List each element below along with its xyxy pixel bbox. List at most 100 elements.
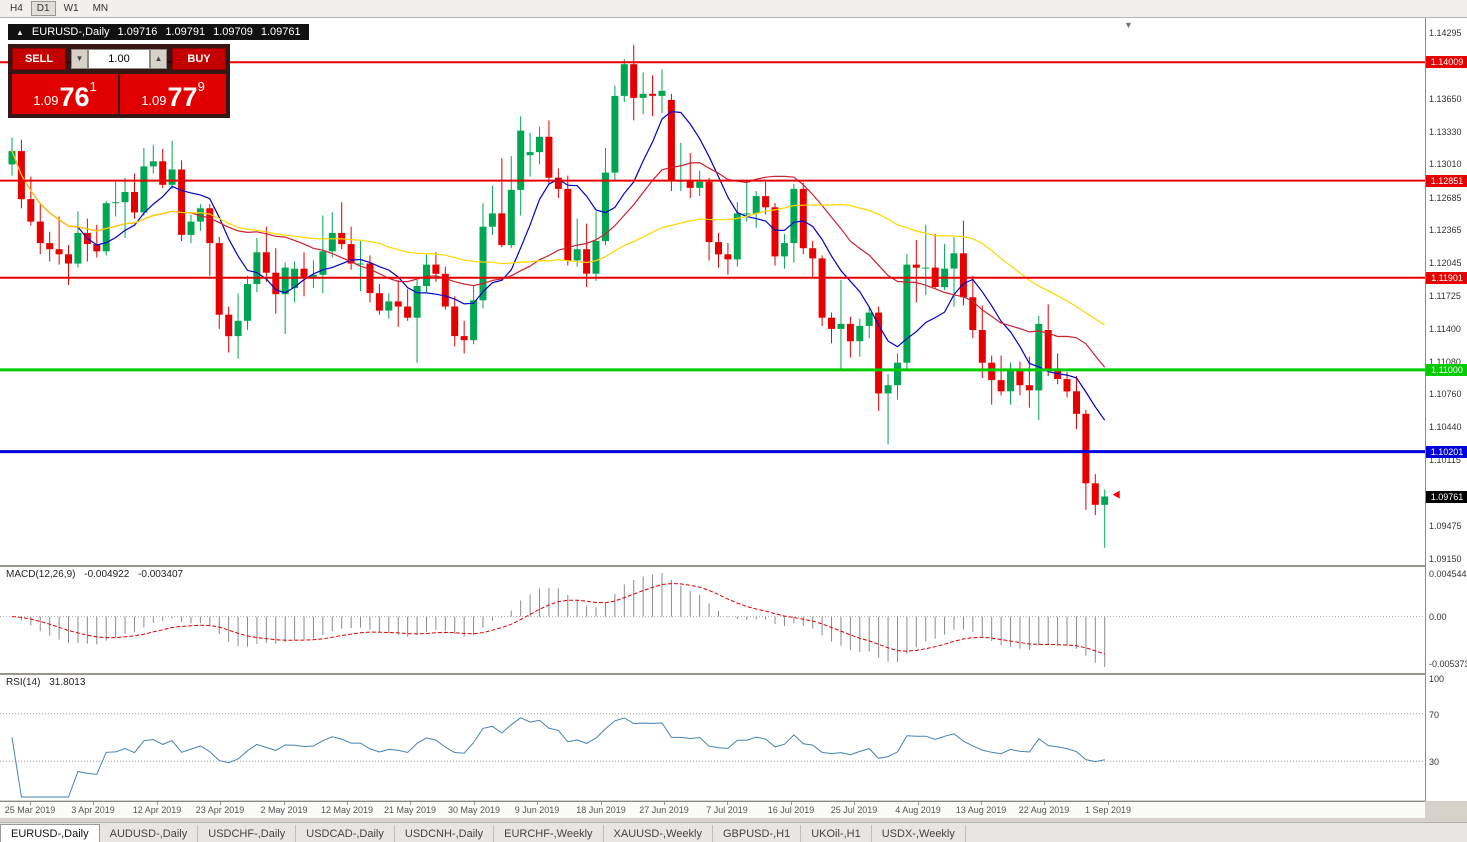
date-label: 2 May 2019 (260, 805, 308, 815)
price-tick-label: 1.12685 (1429, 193, 1462, 203)
price-tick-label: 1.10440 (1429, 422, 1462, 432)
date-tick (981, 802, 982, 805)
price-tick-label: 1.11725 (1429, 291, 1461, 301)
date-tick (854, 802, 855, 805)
candles-layer (8, 44, 1109, 548)
timeframe-button-w1[interactable]: W1 (57, 1, 85, 16)
timeframe-button-mn[interactable]: MN (86, 1, 115, 16)
price-tick-label: 1.11080 (1429, 357, 1461, 367)
rsi-line (11, 717, 1105, 798)
price-tick-label: 1.10760 (1429, 389, 1462, 399)
date-label: 12 May 2019 (320, 805, 374, 815)
ask-price-pips: 77 (167, 82, 198, 112)
timeframe-button-h4[interactable]: H4 (4, 1, 29, 16)
date-tick (664, 802, 665, 805)
date-tick (918, 802, 919, 805)
rsi-pane[interactable]: RSI(14) 31.8013 (0, 675, 1425, 800)
date-label: 1 Sep 2019 (1084, 805, 1132, 815)
bid-price-point: 1 (89, 79, 97, 94)
rsi-value: 31.8013 (49, 677, 86, 688)
chart-tab-xauusd-weekly[interactable]: XAUUSD-,Weekly (604, 825, 713, 842)
moving-average-20 (11, 150, 1106, 368)
ask-price-tile[interactable]: 1.09 77 9 (120, 74, 226, 114)
date-tick (284, 802, 285, 805)
price-tick-label: 1.13650 (1429, 94, 1462, 104)
macd-axis-label: 0.00 (1429, 612, 1447, 622)
date-label: 9 Jun 2019 (514, 805, 560, 815)
price-tick-label: 1.12365 (1429, 225, 1462, 235)
hline-price-label: 1.11901 (1426, 272, 1467, 284)
ohlc-close: 1.09761 (260, 26, 301, 38)
chart-shift-marker-icon[interactable]: ▼ (1124, 20, 1133, 30)
volume-input[interactable] (88, 49, 150, 69)
ohlc-high: 1.09791 (165, 26, 206, 38)
macd-canvas[interactable] (0, 567, 1425, 673)
macd-pane[interactable]: MACD(12,26,9) -0.004922 -0.003407 (0, 567, 1425, 673)
rsi-axis-label: 100 (1429, 674, 1445, 684)
date-label: 12 Apr 2019 (132, 805, 182, 815)
date-tick (727, 802, 728, 805)
chart-info-bar: ▲ EURUSD-,Daily 1.09716 1.09791 1.09709 … (8, 24, 309, 40)
sell-button[interactable]: SELL (12, 48, 66, 70)
date-tick (410, 802, 411, 805)
timeframe-button-d1[interactable]: D1 (30, 1, 56, 16)
date-label: 3 Apr 2019 (71, 805, 115, 815)
macd-label: MACD(12,26,9) -0.004922 -0.003407 (6, 569, 189, 580)
bid-price-tile[interactable]: 1.09 76 1 (12, 74, 118, 114)
date-tick (157, 802, 158, 805)
macd-axis-label: -0.0053733 (1429, 659, 1467, 669)
timeframe-toolbar: H4 D1 W1 MN (0, 0, 1467, 18)
date-label: 4 Aug 2019 (895, 805, 941, 815)
date-tick (537, 802, 538, 805)
date-label: 25 Jul 2019 (830, 805, 878, 815)
date-tick (1108, 802, 1109, 805)
rsi-canvas[interactable] (0, 675, 1425, 800)
ask-tick-marker (1112, 490, 1120, 499)
price-tick-label: 1.14295 (1429, 28, 1462, 38)
chart-tab-audusd-daily[interactable]: AUDUSD-,Daily (100, 825, 199, 842)
rsi-label: RSI(14) 31.8013 (6, 677, 91, 688)
pane-splitter[interactable] (0, 673, 1467, 675)
volume-decrease-button[interactable]: ▼ (71, 49, 88, 69)
hline-price-label: 1.12851 (1426, 175, 1467, 187)
date-label: 16 Jul 2019 (767, 805, 815, 815)
macd-name: MACD(12,26,9) (6, 569, 76, 580)
price-tick-label: 1.09475 (1429, 521, 1462, 531)
macd-histogram (20, 573, 1106, 667)
moving-average-8 (11, 110, 1106, 421)
date-label: 25 Mar 2019 (4, 805, 56, 815)
chart-tab-eurchf-weekly[interactable]: EURCHF-,Weekly (494, 825, 604, 842)
bid-price-pips: 76 (59, 82, 90, 112)
price-axis[interactable]: 1.14295 1.13650 1.13330 1.13010 1.12685 1.123… (1425, 18, 1467, 801)
date-tick (791, 802, 792, 805)
price-chart-canvas[interactable] (0, 18, 1425, 565)
chart-tab-bar: EURUSD-,Daily AUDUSD-,Daily USDCHF-,Daily U… (0, 822, 1467, 842)
bid-price-base: 1.09 (33, 93, 59, 108)
hline-price-label: 1.11000 (1426, 364, 1467, 376)
hline-price-label: 1.10201 (1426, 446, 1467, 458)
volume-increase-button[interactable]: ▲ (150, 49, 167, 69)
buy-button[interactable]: BUY (172, 48, 226, 70)
date-tick (220, 802, 221, 805)
chart-tab-gbpusd-h1[interactable]: GBPUSD-,H1 (713, 825, 802, 842)
price-chart-pane[interactable]: ▲ EURUSD-,Daily 1.09716 1.09791 1.09709 … (0, 18, 1425, 565)
chart-tab-usdcad-daily[interactable]: USDCAD-,Daily (296, 825, 395, 842)
chart-tab-usdx-weekly[interactable]: USDX-,Weekly (872, 825, 966, 842)
ohlc-low: 1.09709 (213, 26, 253, 38)
chart-symbol-label: EURUSD-,Daily (31, 26, 110, 38)
pane-splitter[interactable] (0, 565, 1467, 567)
date-label: 23 Apr 2019 (195, 805, 245, 815)
date-label: 18 Jun 2019 (576, 805, 626, 815)
date-label: 7 Jul 2019 (706, 805, 748, 815)
chart-tab-eurusd-daily[interactable]: EURUSD-,Daily (0, 824, 100, 842)
macd-signal-line (11, 583, 1105, 655)
date-label: 27 Jun 2019 (639, 805, 689, 815)
chart-tab-ukoil-h1[interactable]: UKOil-,H1 (801, 825, 872, 842)
chart-tab-usdchf-daily[interactable]: USDCHF-,Daily (198, 825, 297, 842)
hline-price-label: 1.14009 (1426, 56, 1467, 68)
date-label: 22 Aug 2019 (1018, 805, 1070, 815)
date-label: 30 May 2019 (447, 805, 501, 815)
chart-tab-usdcnh-daily[interactable]: USDCNH-,Daily (395, 825, 495, 842)
time-axis[interactable]: 25 Mar 2019 3 Apr 2019 12 Apr 2019 23 Apr 2… (0, 801, 1425, 818)
